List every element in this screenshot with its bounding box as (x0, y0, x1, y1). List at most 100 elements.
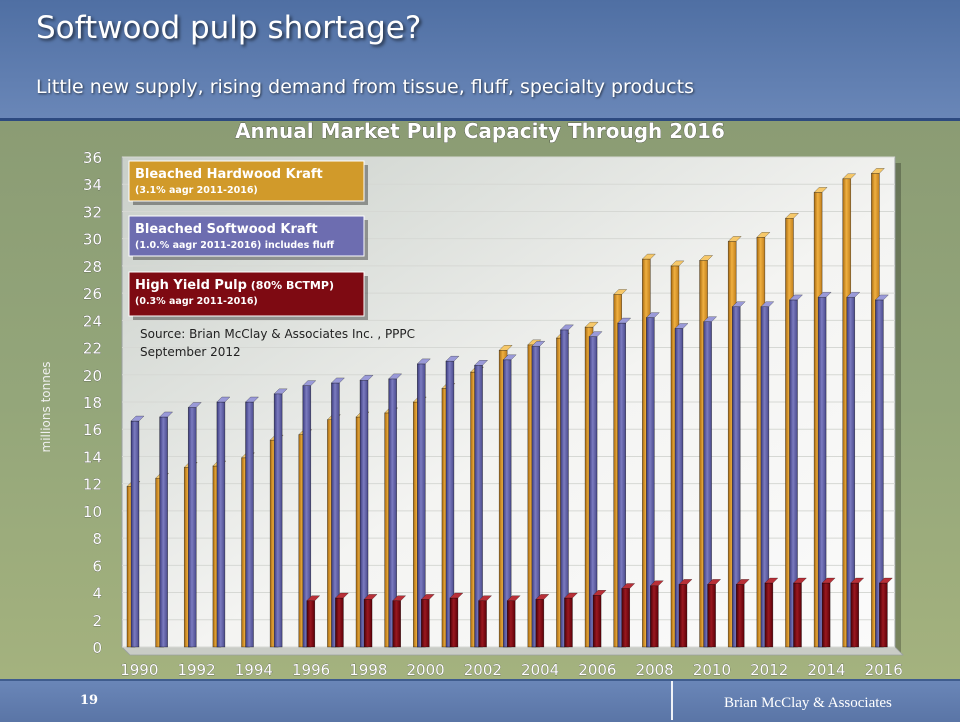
bar-high-yield-pulp-2005 (564, 597, 573, 648)
bar-top-2-2015 (850, 577, 865, 584)
bar-top-1-2001 (445, 355, 460, 362)
bar-top-1-2008 (645, 312, 660, 318)
bar-high-yield-pulp-1999 (392, 600, 401, 648)
footer-divider (671, 681, 673, 720)
bar-top-1-1994 (244, 396, 260, 403)
legend-note: (0.3% aagr 2011-2016) (135, 296, 258, 307)
x-tick-label: 1994 (235, 661, 273, 679)
bar-top-2-2008 (649, 580, 664, 586)
y-tick-label: 24 (83, 312, 102, 330)
x-tick-label: 2006 (578, 661, 616, 679)
y-tick-label: 22 (83, 340, 102, 358)
x-tick-label: 2004 (521, 661, 559, 679)
bar-top-2-2005 (563, 592, 579, 599)
bar-bleached-softwood-kraft-1991 (159, 416, 168, 648)
legend-box-0 (128, 160, 365, 202)
slide-header (0, 0, 960, 120)
bar-top-1-2006 (588, 331, 603, 337)
x-tick-label: 2014 (807, 661, 845, 679)
bar-top-1-2009 (674, 323, 689, 329)
bar-top-2-2011 (735, 579, 750, 585)
y-tick-label: 6 (92, 557, 102, 575)
bar-top-1-2003 (502, 354, 517, 361)
bar-bleached-softwood-kraft-1993 (216, 401, 226, 648)
y-tick-label: 10 (83, 503, 102, 521)
y-tick-label: 26 (83, 285, 102, 303)
bar-top-0-2010 (698, 255, 714, 261)
chart-svg: Annual Market Pulp Capacity Through 2016… (39, 121, 904, 679)
bar-top-2-2014 (821, 577, 836, 584)
bar-high-yield-pulp-2000 (420, 599, 430, 648)
legend-box-1 (128, 215, 365, 257)
bar-top-1-1995 (273, 388, 288, 395)
chart-title: Annual Market Pulp Capacity Through 2016 (235, 121, 725, 143)
bar-top-2-1996 (306, 595, 321, 601)
slide-subtitle: Little new supply, rising demand from ti… (36, 76, 694, 98)
x-tick-label: 1990 (120, 661, 158, 679)
bar-top-0-2012 (756, 232, 771, 238)
x-tick-label: 1998 (349, 661, 387, 679)
bar-top-0-2014 (813, 187, 828, 193)
legend-label: Bleached Hardwood Kraft (135, 167, 323, 182)
bar-high-yield-pulp-2011 (735, 584, 745, 648)
bar-top-1-2002 (473, 360, 489, 366)
bar-top-0-2013 (784, 213, 800, 219)
bar-top-1-2004 (531, 340, 546, 347)
y-tick-label: 34 (83, 176, 102, 194)
x-tick-label: 2008 (636, 661, 674, 679)
bar-top-2-2009 (678, 579, 693, 585)
bar-top-2-1999 (392, 595, 407, 601)
bar-top-2-2000 (420, 594, 435, 600)
bar-high-yield-pulp-2010 (707, 584, 716, 648)
y-tick-label: 16 (83, 421, 102, 439)
bar-top-1-2010 (702, 316, 718, 322)
bar-high-yield-pulp-2002 (478, 600, 487, 648)
y-tick-label: 2 (92, 612, 102, 630)
source-annotation: Source: Brian McClay & Associates Inc. ,… (140, 327, 415, 341)
bar-top-0-2016 (870, 168, 885, 174)
bar-top-2-2004 (535, 594, 550, 600)
bar-top-2-1998 (363, 594, 378, 600)
source-annotation: September 2012 (140, 345, 241, 359)
bar-top-1-1993 (216, 396, 231, 403)
y-axis-label: millions tonnes (39, 362, 53, 453)
legend-label: Bleached Softwood Kraft (135, 222, 318, 237)
bar-top-1-2015 (846, 291, 861, 298)
bar-high-yield-pulp-1996 (306, 600, 316, 648)
bar-top-2-2012 (764, 577, 779, 584)
bar-bleached-softwood-kraft-1990 (130, 420, 140, 648)
bar-high-yield-pulp-1998 (363, 599, 373, 648)
bar-high-yield-pulp-1997 (335, 597, 344, 648)
bar-top-0-2009 (670, 260, 685, 267)
bar-high-yield-pulp-2008 (650, 585, 659, 648)
bar-top-1-2011 (731, 301, 746, 307)
x-tick-label: 1992 (177, 661, 215, 679)
legend-label: High Yield Pulp (80% BCTMP) (135, 278, 334, 293)
bar-high-yield-pulp-2012 (764, 582, 774, 648)
bar-top-2-2006 (592, 590, 607, 596)
bar-high-yield-pulp-2009 (678, 584, 688, 648)
bar-top-2-1997 (334, 592, 350, 599)
slide-title: Softwood pulp shortage? (36, 10, 422, 46)
bar-top-0-2006 (584, 321, 599, 328)
x-tick-label: 2010 (693, 661, 731, 679)
y-tick-label: 18 (83, 394, 102, 412)
bar-top-2-2003 (506, 595, 521, 601)
page-number: 19 (80, 693, 99, 708)
y-tick-label: 0 (92, 639, 102, 657)
x-tick-label: 2002 (464, 661, 502, 679)
bar-top-1-2005 (559, 324, 575, 331)
chart-panel: Annual Market Pulp Capacity Through 2016… (0, 121, 960, 679)
bar-top-1-1996 (302, 380, 317, 386)
bar-high-yield-pulp-2001 (449, 597, 459, 648)
bar-top-2-2016 (878, 577, 893, 584)
bar-top-2-2002 (477, 595, 493, 601)
bar-top-0-2007 (613, 289, 628, 295)
y-tick-label: 36 (83, 149, 102, 167)
bar-top-1-2007 (617, 317, 632, 324)
bar-bleached-softwood-kraft-1995 (273, 393, 283, 648)
bar-high-yield-pulp-2015 (850, 582, 860, 648)
y-tick-label: 28 (83, 258, 102, 276)
bar-top-1-2013 (788, 294, 804, 301)
bar-top-0-2011 (727, 236, 742, 242)
